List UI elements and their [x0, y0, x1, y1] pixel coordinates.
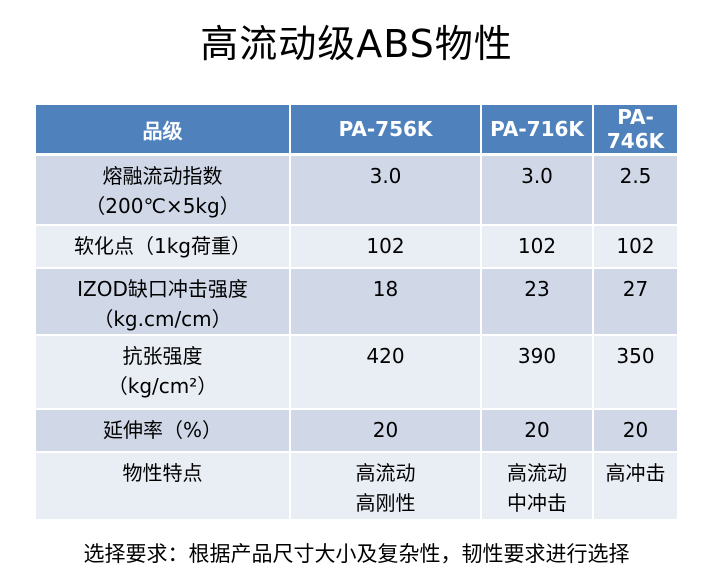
value-cell: 27 [593, 268, 677, 336]
table-header-row: 品级 PA-756K PA-716K PA-746K [36, 105, 677, 156]
value-cell: 102 [290, 225, 482, 269]
properties-table: 品级 PA-756K PA-716K PA-746K 熔融流动指数 （200℃×… [36, 105, 677, 521]
value-cell: 高冲击 [593, 452, 677, 521]
value: 20 [622, 418, 649, 442]
table-row: 物性特点 高流动 高刚性 高流动 中冲击 高冲击 [36, 452, 677, 521]
table-row: IZOD缺口冲击强度 （kg.cm/cm） 18 23 27 [36, 268, 677, 336]
property-cell: 抗张强度 （kg/cm²） [36, 335, 291, 410]
value-cell: 3.0 [481, 154, 594, 226]
property-unit: （kg/cm²） [107, 374, 218, 398]
feature-line: 高流动 [507, 461, 567, 485]
property-label: 延伸率（%） [102, 418, 222, 442]
value-cell: 23 [481, 268, 594, 336]
value-cell: 102 [593, 225, 677, 269]
property-cell: 物性特点 [36, 452, 291, 521]
value-cell: 102 [481, 225, 594, 269]
value: 350 [616, 344, 655, 368]
value: 3.0 [521, 164, 553, 188]
value-cell: 20 [290, 409, 482, 453]
feature-line: 高流动 [355, 461, 416, 485]
property-cell: 熔融流动指数 （200℃×5kg） [36, 154, 291, 226]
value-cell: 420 [290, 335, 482, 410]
value-cell: 18 [290, 268, 482, 336]
value-cell: 2.5 [593, 154, 677, 226]
value: 102 [517, 234, 557, 258]
table-row: 抗张强度 （kg/cm²） 420 390 350 [36, 335, 677, 410]
value: 20 [524, 418, 550, 442]
value: 102 [616, 234, 655, 258]
selection-note: 选择要求：根据产品尺寸大小及复杂性，韧性要求进行选择 [83, 542, 630, 566]
property-cell: 软化点（1kg荷重） [36, 225, 291, 269]
feature-line: 高刚性 [355, 491, 416, 515]
feature-line: 中冲击 [507, 491, 567, 515]
value-cell: 390 [481, 335, 594, 410]
value: 3.0 [369, 164, 402, 188]
property-label: 熔融流动指数 [102, 164, 223, 188]
value: 102 [366, 234, 405, 258]
feature-line: 高冲击 [605, 461, 666, 485]
property-label: 软化点（1kg荷重） [73, 234, 251, 258]
value: 20 [372, 418, 399, 442]
table-row: 熔融流动指数 （200℃×5kg） 3.0 3.0 2.5 [36, 154, 677, 226]
value: 27 [622, 277, 649, 301]
value-cell: 高流动 中冲击 [481, 452, 594, 521]
table-row: 软化点（1kg荷重） 102 102 102 [36, 225, 677, 269]
table-row: 延伸率（%） 20 20 20 [36, 409, 677, 453]
value-cell: 350 [593, 335, 677, 410]
value: 390 [517, 344, 557, 368]
header-pa-746k: PA-746K [593, 105, 677, 156]
property-label: 物性特点 [122, 461, 203, 485]
value: 18 [372, 277, 399, 301]
header-pa-716k: PA-716K [481, 105, 594, 156]
property-unit: （kg.cm/cm） [93, 307, 232, 331]
property-label: IZOD缺口冲击强度 [77, 277, 248, 301]
value: 2.5 [619, 164, 652, 188]
property-label: 抗张强度 [122, 344, 203, 368]
value-cell: 高流动 高刚性 [290, 452, 482, 521]
value-cell: 20 [481, 409, 594, 453]
value: 23 [524, 277, 550, 301]
header-grade: 品级 [36, 105, 291, 156]
value-cell: 3.0 [290, 154, 482, 226]
property-unit: （200℃×5kg） [85, 194, 240, 218]
property-cell: IZOD缺口冲击强度 （kg.cm/cm） [36, 268, 291, 336]
value-cell: 20 [593, 409, 677, 453]
header-pa-756k: PA-756K [290, 105, 482, 156]
property-cell: 延伸率（%） [36, 409, 291, 453]
value: 420 [366, 344, 405, 368]
page-title: 高流动级ABS物性 [200, 22, 513, 66]
